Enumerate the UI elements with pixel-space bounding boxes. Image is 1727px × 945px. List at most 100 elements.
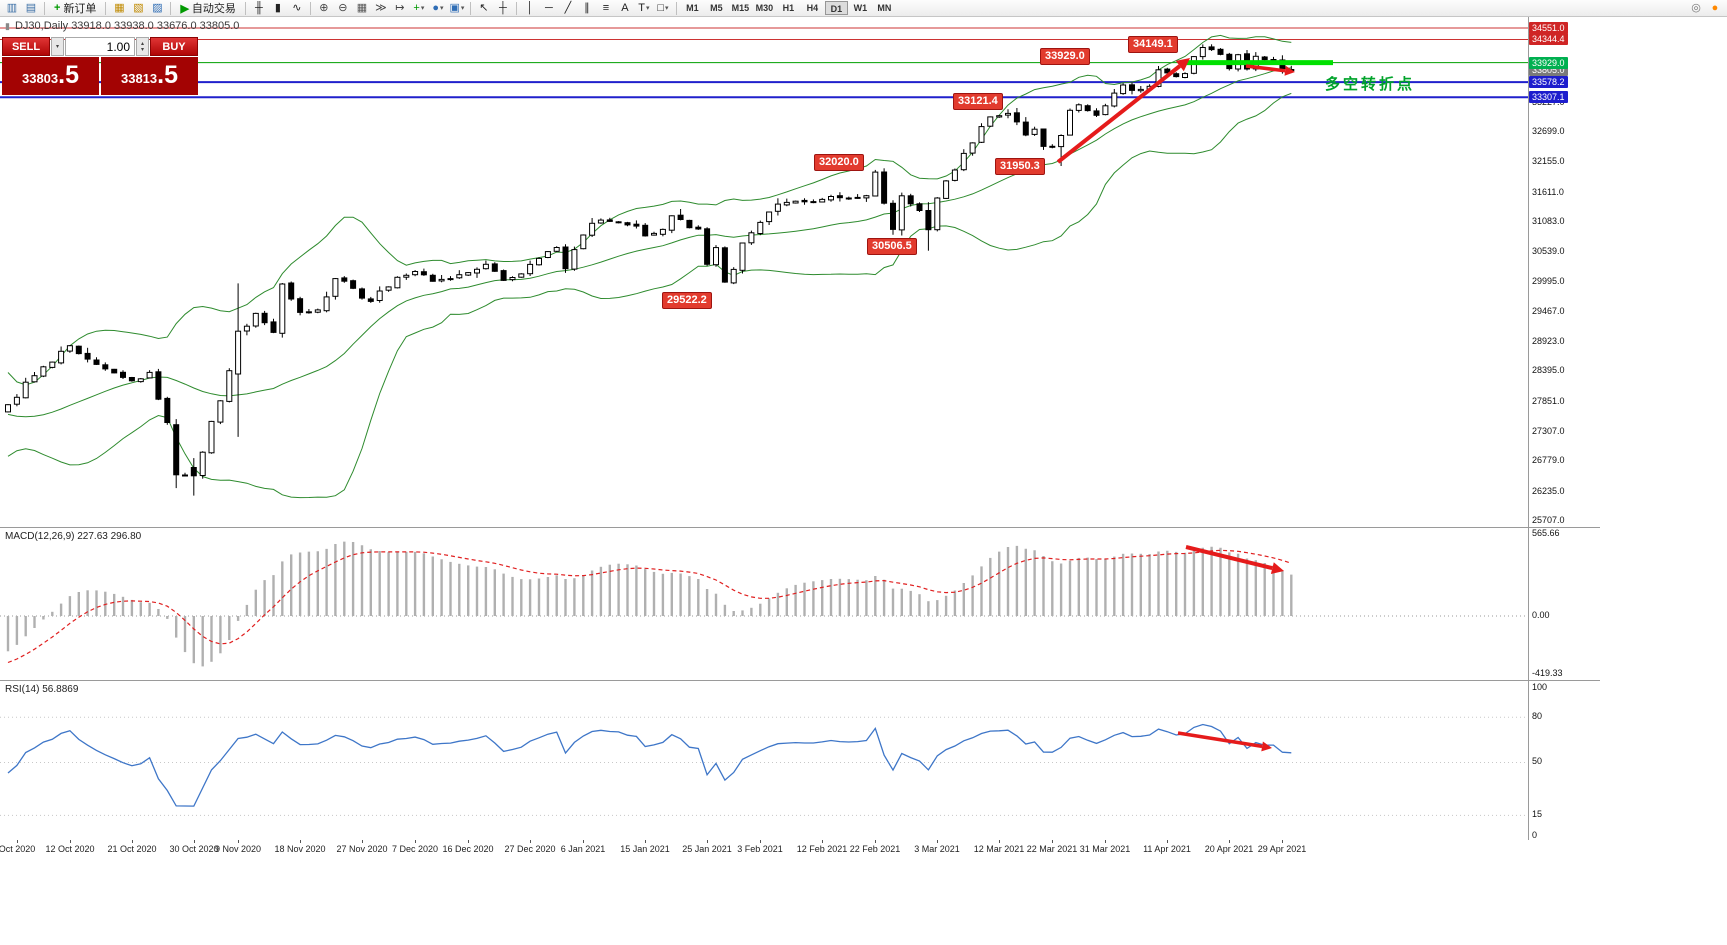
timeframe-h4-button[interactable]: H4 — [806, 3, 819, 13]
bar-chart-mode-icon[interactable]: ╫ — [250, 1, 268, 16]
candle-body — [1005, 112, 1011, 116]
rsi-panel-divider[interactable] — [0, 680, 1600, 681]
candle-body — [58, 350, 65, 364]
navigator-icon[interactable]: ▨ — [148, 1, 166, 16]
buy-price-big: .5 — [157, 61, 178, 89]
market-watch-icon[interactable]: ▦ — [110, 1, 128, 16]
templates-icon-dropdown[interactable]: ▾ — [460, 4, 465, 12]
candle-body — [686, 219, 693, 229]
candle-body — [465, 272, 472, 276]
rsi-scale-label: 50 — [1532, 756, 1543, 766]
candle-body — [890, 202, 896, 230]
toolbar-separator — [170, 1, 172, 15]
buy-button[interactable]: BUY — [150, 37, 198, 56]
price-tick-label: 29467.0 — [1532, 306, 1565, 316]
search-icon[interactable]: ◎ — [1687, 1, 1705, 16]
timeframe-h1-button[interactable]: H1 — [782, 3, 795, 13]
turning-point-note[interactable]: 多空转折点 — [1325, 76, 1416, 93]
timeframe-m15-button[interactable]: M15 — [731, 3, 750, 13]
rsi-down-arrow[interactable] — [1177, 731, 1263, 749]
chart-shift-icon[interactable]: ↦ — [391, 1, 409, 16]
candle-body — [651, 232, 657, 236]
timeframe-m30-button[interactable]: M30 — [755, 3, 774, 13]
fibonacci-icon[interactable]: ≡ — [597, 1, 615, 16]
channel-icon[interactable]: ∥ — [578, 1, 596, 16]
tile-windows-icon[interactable]: ▦ — [353, 1, 371, 16]
macd-down-arrow[interactable] — [1185, 545, 1273, 571]
trade-mode-dropdown[interactable]: ▾ — [51, 37, 64, 56]
one-click-trading-panel[interactable]: SELL ▾ 1.00 ▴ ▾ BUY 33803.5 33813.5 — [2, 37, 198, 95]
price-annotation-33929.0[interactable]: 33929.0 — [1040, 48, 1090, 65]
time-tick — [645, 840, 646, 843]
candle-body — [1182, 73, 1188, 78]
indicators-icon[interactable]: + ▾ — [410, 1, 428, 16]
arrows-tool-icon-dropdown[interactable]: ▾ — [646, 4, 650, 12]
new-chart-icon[interactable]: ▥ — [3, 1, 21, 16]
sell-price-display[interactable]: 33803.5 — [2, 57, 99, 95]
crosshair-icon[interactable]: ┼ — [494, 1, 512, 16]
chart-profiles-icon[interactable]: ▤ — [22, 1, 40, 16]
shapes-icon-dropdown[interactable]: ▾ — [664, 4, 669, 12]
periods-icon[interactable]: ● ▾ — [429, 1, 447, 16]
timeframe-d1-button[interactable]: D1 — [824, 1, 848, 15]
timeframe-m1-button[interactable]: M1 — [686, 3, 699, 13]
templates-icon[interactable]: ▣ ▾ — [448, 1, 466, 16]
price-annotation-32020.0[interactable]: 32020.0 — [814, 154, 864, 171]
time-label: 3 Mar 2021 — [914, 844, 960, 854]
time-label: 3 Feb 2021 — [737, 844, 783, 854]
buy-price-display[interactable]: 33813.5 — [101, 57, 198, 95]
timeframe-w1-button[interactable]: W1 — [853, 3, 868, 13]
horizontal-line-icon[interactable]: ─ — [540, 1, 558, 16]
candle-body — [934, 197, 941, 231]
new-order-button[interactable]: + 新订单 — [49, 1, 101, 16]
arrows-tool-icon[interactable]: T ▾ — [635, 1, 653, 16]
periods-icon-dropdown[interactable]: ▾ — [439, 4, 444, 12]
price-annotation-30506.5[interactable]: 30506.5 — [867, 238, 917, 255]
connection-status-icon[interactable]: ● — [1706, 1, 1724, 16]
shapes-icon[interactable]: □ ▾ — [654, 1, 672, 16]
autotrading-button[interactable]: ▶ 自动交易 — [175, 1, 240, 16]
candle-body — [845, 197, 852, 200]
zoom-out-icon[interactable]: ⊖ — [334, 1, 352, 16]
time-scale[interactable]: Oct 2020 12 Oct 2020 21 Oct 2020 30 Oct 202… — [0, 840, 1600, 858]
trend-up-arrow[interactable] — [1056, 64, 1182, 164]
time-label: 16 Dec 2020 — [442, 844, 494, 854]
volume-input[interactable]: 1.00 — [65, 37, 135, 56]
price-annotation-31950.3[interactable]: 31950.3 — [995, 158, 1045, 175]
candle-body — [40, 366, 47, 377]
cursor-icon[interactable]: ↖ — [475, 1, 493, 16]
indicators-icon-dropdown[interactable]: ▾ — [420, 4, 425, 12]
price-annotation-33121.4[interactable]: 33121.4 — [953, 93, 1003, 110]
timeframe-m5-button[interactable]: M5 — [710, 3, 723, 13]
vertical-line-icon[interactable]: │ — [521, 1, 539, 16]
price-annotation-29522.2[interactable]: 29522.2 — [662, 292, 712, 309]
macd-panel-divider[interactable] — [0, 527, 1600, 528]
timeframe-mn-button[interactable]: MN — [877, 3, 892, 13]
trendline-icon[interactable]: ╱ — [559, 1, 577, 16]
auto-scroll-icon[interactable]: ≫ — [372, 1, 390, 16]
sell-button[interactable]: SELL — [2, 37, 50, 56]
text-tool-icon[interactable]: A — [616, 1, 634, 16]
candle-body — [881, 171, 888, 204]
navigator-icon-glyph: ▨ — [152, 1, 163, 14]
zoom-in-icon[interactable]: ⊕ — [315, 1, 333, 16]
arrows-tool-icon-glyph: T — [638, 1, 646, 14]
candle-body — [1093, 110, 1100, 116]
time-label: 12 Oct 2020 — [45, 844, 95, 854]
bid-ask-row: 33803.5 33813.5 — [2, 57, 198, 95]
time-tick — [132, 840, 133, 843]
data-window-icon-glyph: ▧ — [133, 1, 144, 14]
candle-body — [341, 277, 348, 282]
price-scale[interactable]: 33227.032699.032155.031611.031083.030539… — [1529, 17, 1627, 858]
price-right-arrow[interactable] — [1245, 64, 1286, 73]
data-window-icon[interactable]: ▧ — [129, 1, 147, 16]
volume-stepper[interactable]: ▴ ▾ — [136, 37, 149, 56]
price-annotation-34149.1[interactable]: 34149.1 — [1128, 36, 1178, 53]
tile-windows-icon-glyph: ▦ — [356, 1, 368, 14]
time-label: 12 Mar 2021 — [973, 844, 1025, 854]
line-chart-mode-icon[interactable]: ∿ — [288, 1, 306, 16]
candlestick-mode-icon[interactable]: ▮ — [269, 1, 287, 16]
candle-body — [659, 228, 666, 235]
time-tick — [760, 840, 761, 843]
